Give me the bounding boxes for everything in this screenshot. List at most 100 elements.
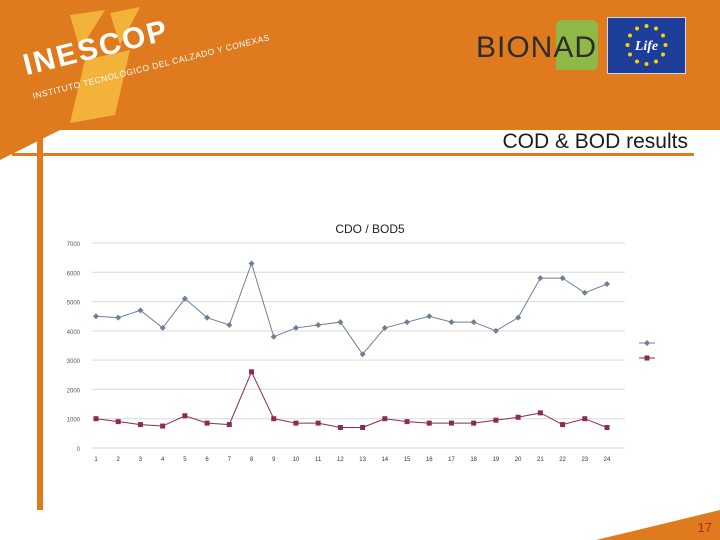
y-tick-label: 1000 bbox=[67, 418, 81, 424]
x-axis-tick-labels: 1 2 3 4 5 6 7 8 9 10 11 12 13 14 15 16 17 18 19 20 21 22 23 24 bbox=[94, 457, 611, 463]
x-tick-label: 3 bbox=[139, 457, 143, 463]
series-line bbox=[95, 370, 608, 428]
x-tick-label: 8 bbox=[250, 457, 254, 463]
x-tick-label: 1 bbox=[94, 457, 98, 463]
data-point bbox=[360, 425, 366, 430]
data-point bbox=[160, 423, 166, 429]
data-point bbox=[404, 419, 410, 425]
eu-life-logo: Life bbox=[607, 17, 686, 74]
x-tick-label: 19 bbox=[493, 457, 500, 463]
data-point bbox=[559, 275, 566, 282]
header-diagonal-shape bbox=[0, 130, 60, 160]
data-point bbox=[515, 414, 521, 420]
data-point bbox=[560, 422, 566, 428]
chart-series bbox=[93, 260, 610, 430]
series-line bbox=[95, 261, 608, 356]
x-tick-label: 4 bbox=[161, 457, 165, 463]
x-tick-label: 9 bbox=[272, 457, 276, 463]
vertical-accent-line bbox=[37, 135, 43, 510]
data-point bbox=[137, 422, 143, 428]
data-point bbox=[381, 324, 388, 331]
life-logo-text: Life bbox=[634, 39, 658, 54]
data-point bbox=[270, 333, 277, 340]
x-tick-label: 15 bbox=[404, 457, 411, 463]
data-point bbox=[137, 307, 144, 314]
chart-legend bbox=[639, 340, 655, 361]
horizontal-accent-line bbox=[12, 153, 694, 156]
y-tick-label: 7000 bbox=[67, 242, 81, 248]
y-tick-label: 5000 bbox=[67, 301, 81, 307]
data-point bbox=[315, 420, 321, 426]
data-point bbox=[271, 416, 277, 422]
chart-title: CDO / BOD5 bbox=[335, 222, 405, 236]
data-point bbox=[426, 313, 433, 320]
data-point bbox=[493, 417, 499, 423]
data-point bbox=[115, 314, 122, 321]
data-point bbox=[581, 289, 588, 296]
x-tick-label: 7 bbox=[228, 457, 232, 463]
y-tick-label: 6000 bbox=[67, 271, 81, 277]
eu-stars-icon: Life bbox=[625, 24, 668, 66]
data-point bbox=[226, 322, 233, 328]
page-number: 17 bbox=[697, 520, 712, 535]
x-tick-label: 23 bbox=[581, 457, 588, 463]
x-tick-label: 22 bbox=[559, 457, 566, 463]
y-tick-label: 2000 bbox=[67, 388, 81, 394]
data-point bbox=[315, 322, 322, 328]
data-point bbox=[537, 275, 544, 282]
legend-marker bbox=[644, 340, 650, 346]
x-tick-label: 2 bbox=[117, 457, 121, 463]
data-point bbox=[471, 420, 477, 426]
x-tick-label: 12 bbox=[337, 457, 344, 463]
data-point bbox=[93, 313, 99, 320]
data-point bbox=[204, 420, 210, 426]
data-point bbox=[293, 420, 299, 426]
data-point bbox=[470, 319, 477, 326]
data-point bbox=[537, 410, 543, 416]
x-tick-label: 17 bbox=[448, 457, 455, 463]
data-point bbox=[93, 416, 99, 422]
chart-gridlines bbox=[92, 242, 625, 449]
data-point bbox=[115, 419, 121, 425]
data-point bbox=[492, 327, 499, 334]
inescop-logo: INESCOP INSTITUTO TECNOLÓGICO DEL CALZAD… bbox=[10, 5, 271, 130]
x-tick-label: 21 bbox=[537, 457, 544, 463]
bionad-logo: BIONAD bbox=[476, 28, 597, 65]
footer-corner-band bbox=[596, 510, 720, 540]
x-tick-label: 14 bbox=[381, 457, 388, 463]
x-tick-label: 16 bbox=[426, 457, 433, 463]
data-point bbox=[249, 369, 255, 375]
x-tick-label: 18 bbox=[470, 457, 477, 463]
data-point bbox=[515, 314, 522, 321]
y-tick-label: 4000 bbox=[67, 330, 81, 336]
data-point bbox=[448, 319, 455, 326]
x-tick-label: 5 bbox=[183, 457, 187, 463]
x-tick-label: 20 bbox=[515, 457, 522, 463]
data-point bbox=[359, 351, 366, 358]
data-point bbox=[582, 416, 588, 422]
x-tick-label: 24 bbox=[604, 457, 611, 463]
slide-title: COD & BOD results bbox=[502, 130, 688, 153]
y-tick-label: 0 bbox=[77, 447, 81, 453]
data-point bbox=[248, 260, 255, 267]
data-point bbox=[604, 425, 610, 430]
inescop-mark-icon bbox=[70, 7, 140, 123]
y-axis-tick-labels: 0 1000 2000 3000 4000 5000 6000 7000 bbox=[67, 242, 81, 453]
data-point bbox=[382, 416, 388, 422]
data-point bbox=[182, 413, 188, 419]
data-point bbox=[426, 420, 432, 426]
bionad-logo-text: BIONAD bbox=[476, 31, 598, 64]
bionad-leaf-icon bbox=[556, 20, 598, 70]
y-tick-label: 3000 bbox=[67, 359, 81, 365]
data-point bbox=[404, 319, 411, 326]
data-point bbox=[181, 295, 188, 302]
data-point bbox=[337, 425, 343, 430]
data-point bbox=[204, 314, 211, 321]
data-point bbox=[159, 324, 166, 331]
cod-bod-line-chart: CDO / BOD5 0 1000 2000 3000 4000 5000 6000 7000… bbox=[67, 222, 655, 463]
data-point bbox=[448, 420, 454, 426]
data-point bbox=[604, 281, 610, 287]
x-tick-label: 11 bbox=[315, 457, 322, 463]
data-point bbox=[292, 324, 299, 331]
x-tick-label: 13 bbox=[359, 457, 366, 463]
